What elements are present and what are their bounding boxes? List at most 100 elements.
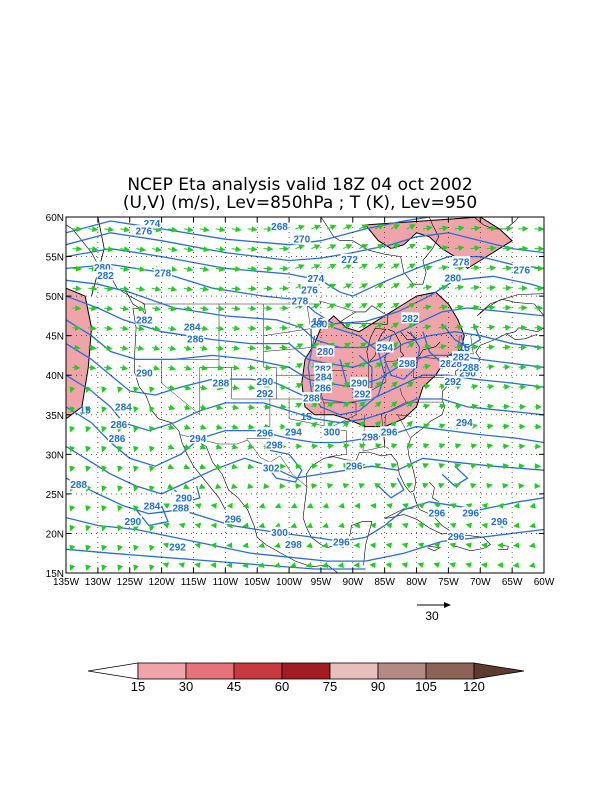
contour-label: 296 — [381, 428, 398, 439]
y-tick-label: 50N — [46, 292, 64, 303]
x-tick-label: 70W — [470, 577, 491, 588]
y-tick-label: 35N — [46, 411, 64, 422]
y-tick-label: 55N — [46, 253, 64, 264]
wind-vector — [503, 367, 510, 368]
x-tick-label: 110W — [213, 577, 239, 588]
contour-label: 296 — [225, 515, 242, 526]
contour-label: 284 — [115, 402, 132, 413]
contour-label: 298 — [362, 432, 379, 443]
contour-label: 268 — [271, 222, 288, 233]
contour-label: 15 — [80, 406, 92, 417]
contour-label: 296 — [346, 462, 363, 473]
reference-vector-label: 30 — [425, 609, 439, 623]
contour-label: 272 — [341, 255, 358, 266]
contour-label: 282 — [136, 315, 153, 326]
wind-vector — [503, 288, 511, 289]
wind-vector — [72, 308, 80, 309]
contour-label: 300 — [271, 528, 288, 539]
colorbar-level-label: 60 — [275, 679, 289, 694]
contour-label: 284 — [184, 323, 201, 334]
wind-vector — [264, 249, 273, 250]
wind-vector — [503, 386, 510, 387]
x-tick-label: 100W — [276, 577, 303, 588]
x-tick-label: 125W — [117, 577, 144, 588]
contour-label: 278 — [292, 296, 309, 307]
wind-vector — [248, 229, 257, 230]
colorbar-level-label: 120 — [463, 679, 485, 694]
wind-vector — [264, 308, 272, 309]
wind-vector — [311, 485, 316, 486]
colorbar-segment — [330, 663, 378, 679]
contour-label: 282 — [402, 314, 419, 325]
colorbar-level-label: 75 — [323, 679, 337, 694]
colorbar-segment — [426, 663, 474, 679]
x-tick-label: 105W — [244, 577, 271, 588]
reference-vector: 30 — [417, 605, 450, 623]
x-tick-label: 80W — [406, 577, 427, 588]
contour-label: 276 — [301, 285, 318, 296]
contour-label: 288 — [213, 379, 230, 390]
wind-vector — [72, 268, 81, 269]
colorbar-level-label: 30 — [179, 679, 193, 694]
x-tick-label: 65W — [502, 577, 523, 588]
contour-label: 296 — [491, 517, 508, 528]
contour-label: 278 — [453, 258, 470, 269]
colorbar-level-label: 15 — [131, 679, 145, 694]
wind-vector — [503, 347, 510, 348]
contour-label: 296 — [256, 429, 273, 440]
y-tick-label: 25N — [46, 490, 64, 501]
wind-vector — [264, 268, 273, 269]
contour-label: 288 — [70, 480, 87, 491]
wind-vector — [88, 229, 97, 230]
contour-label: 290 — [125, 517, 142, 528]
x-tick-label: 120W — [149, 577, 176, 588]
wind-vector — [482, 565, 487, 566]
title-line-2: (U,V) (m/s), Lev=850hPa ; T (K), Lev=950 — [123, 193, 477, 213]
y-tick-label: 45N — [46, 332, 64, 343]
x-tick-label: 85W — [374, 577, 395, 588]
colorbar-level-label: 90 — [371, 679, 385, 694]
contour-label: 294 — [285, 428, 302, 439]
contour-label: 296 — [462, 508, 479, 519]
wind-vector — [212, 505, 216, 506]
y-tick-label: 15N — [46, 569, 64, 580]
wind-vector — [72, 328, 80, 329]
wind-vector — [503, 426, 509, 427]
colorbar: 15 30 45 60 75 90 105 120 — [88, 663, 524, 694]
contour-label: 286 — [109, 434, 126, 445]
contour-label: 282 — [97, 271, 114, 282]
wind-vector — [72, 288, 80, 289]
contour-label: 296 — [448, 532, 465, 543]
wind-vector — [311, 466, 317, 467]
contour-label: 290 — [256, 377, 273, 388]
contour-label: 294 — [376, 343, 393, 354]
contour-label: 282 — [453, 353, 470, 364]
wind-vector — [72, 249, 81, 250]
contour-label: 294 — [456, 418, 473, 429]
wind-vector — [514, 506, 518, 507]
wind-vector — [482, 525, 486, 526]
contour-label: 294 — [190, 434, 207, 445]
contour-label: 292 — [256, 389, 273, 400]
colorbar-level-label: 45 — [227, 679, 241, 694]
contour-label: 284 — [144, 501, 161, 512]
wind-vector — [514, 526, 518, 527]
contour-label: 296 — [333, 538, 350, 549]
contour-label: 278 — [155, 269, 172, 280]
y-tick-label: 30N — [46, 450, 64, 461]
x-tick-label: 60W — [534, 577, 555, 588]
wind-vector — [311, 446, 317, 447]
x-tick-label: 90W — [343, 577, 364, 588]
contour-label: 288 — [462, 363, 479, 374]
contour-label: 296 — [429, 508, 446, 519]
wind-vector — [503, 327, 511, 328]
contour-label: 292 — [354, 390, 371, 401]
wind-vector — [503, 307, 511, 308]
contour-label: 298 — [285, 540, 302, 551]
title-line-1: NCEP Eta analysis valid 18Z 04 oct 2002 — [127, 175, 472, 195]
contour-label: 270 — [293, 235, 310, 246]
colorbar-segment — [186, 663, 234, 679]
x-tick-label: 115W — [181, 577, 207, 588]
colorbar-segment — [282, 663, 330, 679]
y-tick-label: 20N — [46, 529, 64, 540]
